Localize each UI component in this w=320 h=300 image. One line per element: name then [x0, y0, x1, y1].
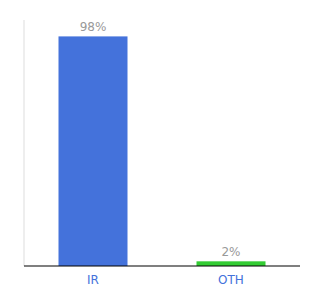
data-label: 98%	[80, 20, 107, 34]
data-label: 2%	[221, 245, 240, 259]
x-tick-label: OTH	[218, 273, 244, 287]
bars	[59, 36, 266, 266]
x-axis-line	[24, 265, 300, 266]
x-tick-label: IR	[87, 273, 99, 287]
bar	[197, 261, 266, 266]
chart-container: IR OTH 98% 2%	[0, 0, 320, 300]
y-axis-line	[24, 20, 25, 266]
chart-svg: IR OTH 98% 2%	[0, 0, 320, 300]
bar	[59, 36, 128, 266]
